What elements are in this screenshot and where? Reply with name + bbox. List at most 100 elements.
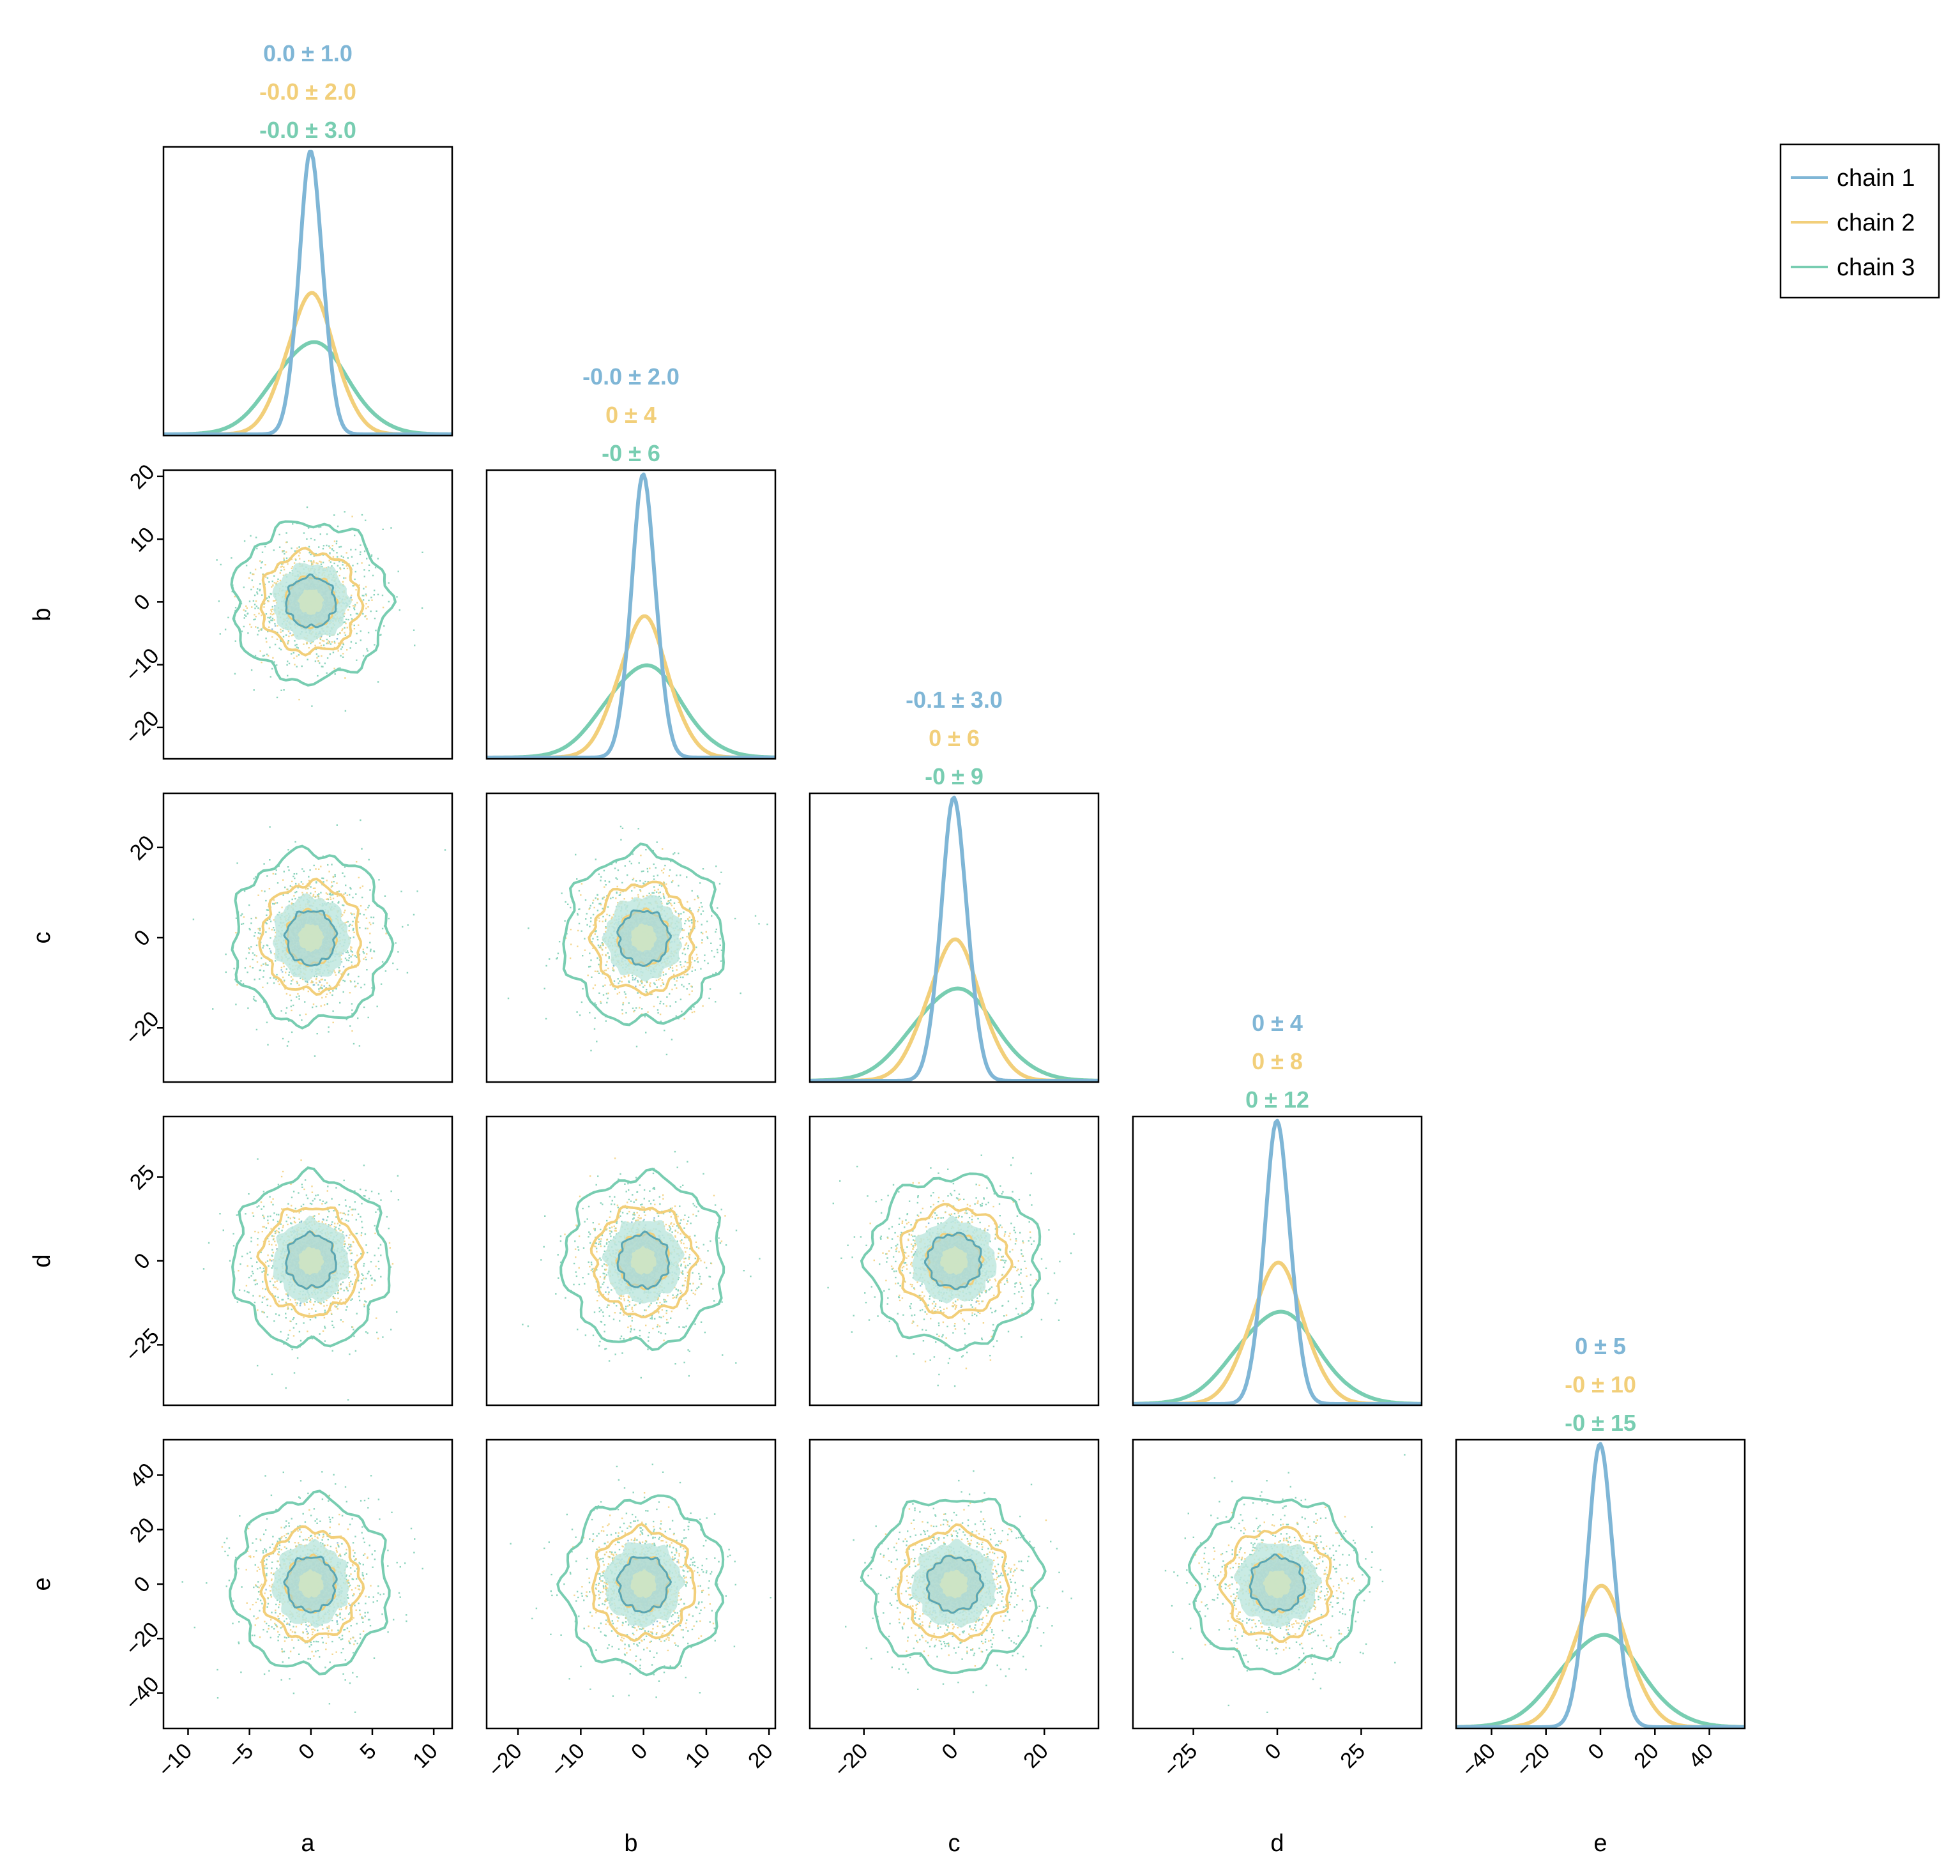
panel-frame xyxy=(1132,1115,1423,1407)
kde-line-chain-2-e xyxy=(1456,1583,1745,1728)
stat-chain-2-b: 0 ± 4 xyxy=(605,402,657,428)
x-tick-label-a: 10 xyxy=(408,1739,443,1773)
panel-frame xyxy=(162,146,453,437)
x-tick-label-e: −20 xyxy=(1512,1739,1555,1782)
kde-line-chain-1-b xyxy=(487,472,775,759)
x-tick-label-a: −5 xyxy=(224,1739,258,1773)
stat-chain-2-c: 0 ± 6 xyxy=(929,725,980,751)
y-tick-label-e: −40 xyxy=(121,1672,164,1715)
panel-a-e: −10 −5 0 5 10 a −40 −20 0 20 40 e xyxy=(29,1438,453,1857)
x-tick-label-b: −10 xyxy=(546,1739,589,1782)
contours xyxy=(231,844,395,1030)
contours xyxy=(230,520,397,687)
panel-b-c xyxy=(485,792,777,1083)
panel-c-e: −20 0 20 c xyxy=(809,1438,1100,1857)
kde-line-chain-3-e xyxy=(1456,1633,1745,1728)
y-axis-label-e: e xyxy=(29,1577,56,1590)
stat-chain-3-c: -0 ± 9 xyxy=(925,763,984,789)
x-tick-label-e: 0 xyxy=(1583,1739,1609,1764)
contours xyxy=(860,1497,1047,1675)
contours xyxy=(559,1168,726,1352)
x-axis-label-b: b xyxy=(624,1830,637,1857)
x-tick-label-a: 0 xyxy=(294,1739,319,1764)
kde-line-chain-1-d xyxy=(1133,1118,1422,1405)
contours xyxy=(556,1494,725,1677)
kde-line-chain-2-d xyxy=(1133,1260,1422,1405)
stat-chain-3-a: -0.0 ± 3.0 xyxy=(259,117,356,143)
panel-d-e: −25 0 25 d xyxy=(1132,1438,1423,1857)
stat-chain-1-e: 0 ± 5 xyxy=(1575,1333,1626,1359)
y-tick-label-d: 0 xyxy=(130,1249,155,1274)
x-tick-label-e: 40 xyxy=(1684,1739,1719,1773)
kde-line-chain-3-c xyxy=(810,986,1098,1082)
panel-c-c: -0.1 ± 3.0 0 ± 6 -0 ± 9 xyxy=(809,687,1100,1083)
y-tick-label-c: −20 xyxy=(121,1007,164,1050)
x-axis-label-c: c xyxy=(948,1830,961,1857)
panel-frame xyxy=(809,792,1100,1083)
y-axis-label-b: b xyxy=(29,607,56,621)
stat-chain-1-a: 0.0 ± 1.0 xyxy=(263,40,353,66)
stat-chain-2-a: -0.0 ± 2.0 xyxy=(259,79,356,105)
y-tick-label-b: 20 xyxy=(125,460,160,494)
stat-chain-3-b: -0 ± 6 xyxy=(602,440,660,466)
panel-b-b: -0.0 ± 2.0 0 ± 4 -0 ± 6 xyxy=(485,363,777,760)
stat-chain-1-c: -0.1 ± 3.0 xyxy=(906,687,1003,713)
stat-chain-3-e: -0 ± 15 xyxy=(1565,1410,1636,1436)
x-axis-label-a: a xyxy=(301,1830,315,1857)
panel-c-d xyxy=(809,1115,1100,1407)
stat-chain-1-b: -0.0 ± 2.0 xyxy=(582,363,680,390)
kde-line-chain-3-b xyxy=(487,663,775,759)
contours xyxy=(231,1166,391,1349)
x-axis-label-d: d xyxy=(1270,1830,1284,1857)
y-tick-label-e: 40 xyxy=(125,1458,160,1493)
legend-label-chain-1: chain 1 xyxy=(1837,165,1915,192)
panel-a-c: −20 0 20 c xyxy=(29,792,453,1083)
kde-line-chain-1-a xyxy=(163,149,452,436)
stat-chain-3-d: 0 ± 12 xyxy=(1245,1087,1309,1113)
panel-b-d xyxy=(485,1115,777,1407)
panels: 0.0 ± 1.0 -0.0 ± 2.0 -0.0 ± 3.0 −20 −10 0 10 20… xyxy=(29,40,1746,1857)
kde-line-chain-2-b xyxy=(487,614,775,759)
x-tick-label-b: −20 xyxy=(483,1739,527,1782)
panel-b-e: −20 −10 0 10 20 b xyxy=(483,1438,778,1857)
x-tick-label-d: 0 xyxy=(1260,1739,1286,1764)
x-tick-label-b: 20 xyxy=(743,1739,778,1773)
x-tick-label-c: 20 xyxy=(1019,1739,1053,1773)
x-tick-label-a: −10 xyxy=(153,1739,197,1782)
x-tick-label-d: −25 xyxy=(1159,1739,1203,1782)
x-tick-label-e: 20 xyxy=(1629,1739,1664,1773)
panel-frame xyxy=(485,1115,777,1407)
y-tick-label-c: 20 xyxy=(125,831,160,866)
kde-line-chain-3-d xyxy=(1133,1309,1422,1405)
y-tick-label-d: −25 xyxy=(121,1323,164,1367)
panel-frame xyxy=(485,792,777,1083)
y-tick-label-b: 0 xyxy=(130,590,155,615)
kde-line-chain-1-c xyxy=(810,795,1098,1082)
y-tick-label-e: 0 xyxy=(130,1572,155,1598)
y-tick-label-b: −10 xyxy=(121,643,164,687)
contours xyxy=(860,1172,1042,1352)
legend-label-chain-2: chain 2 xyxy=(1837,210,1915,236)
y-tick-label-b: −20 xyxy=(121,706,164,750)
kde-line-chain-3-a xyxy=(163,340,452,436)
y-axis-label-c: c xyxy=(29,932,56,944)
kde-line-chain-1-e xyxy=(1456,1442,1745,1728)
x-tick-label-b: 0 xyxy=(627,1739,652,1764)
x-axis-label-e: e xyxy=(1593,1830,1607,1857)
contours xyxy=(229,1490,391,1675)
y-tick-label-b: 10 xyxy=(125,522,160,557)
panel-frame xyxy=(485,1438,777,1730)
stat-chain-1-d: 0 ± 4 xyxy=(1252,1010,1303,1036)
panel-frame xyxy=(162,469,453,760)
contours xyxy=(1187,1496,1371,1675)
x-tick-label-c: 0 xyxy=(937,1739,962,1764)
panel-a-a: 0.0 ± 1.0 -0.0 ± 2.0 -0.0 ± 3.0 xyxy=(162,40,453,437)
kde-line-chain-2-a xyxy=(163,291,452,436)
x-tick-label-c: −20 xyxy=(830,1739,873,1782)
panel-a-d: −25 0 25 d xyxy=(29,1115,453,1407)
x-tick-label-d: 25 xyxy=(1335,1739,1370,1773)
contours xyxy=(562,842,726,1026)
scatter-points xyxy=(163,506,423,712)
kde-line-chain-2-c xyxy=(810,937,1098,1082)
